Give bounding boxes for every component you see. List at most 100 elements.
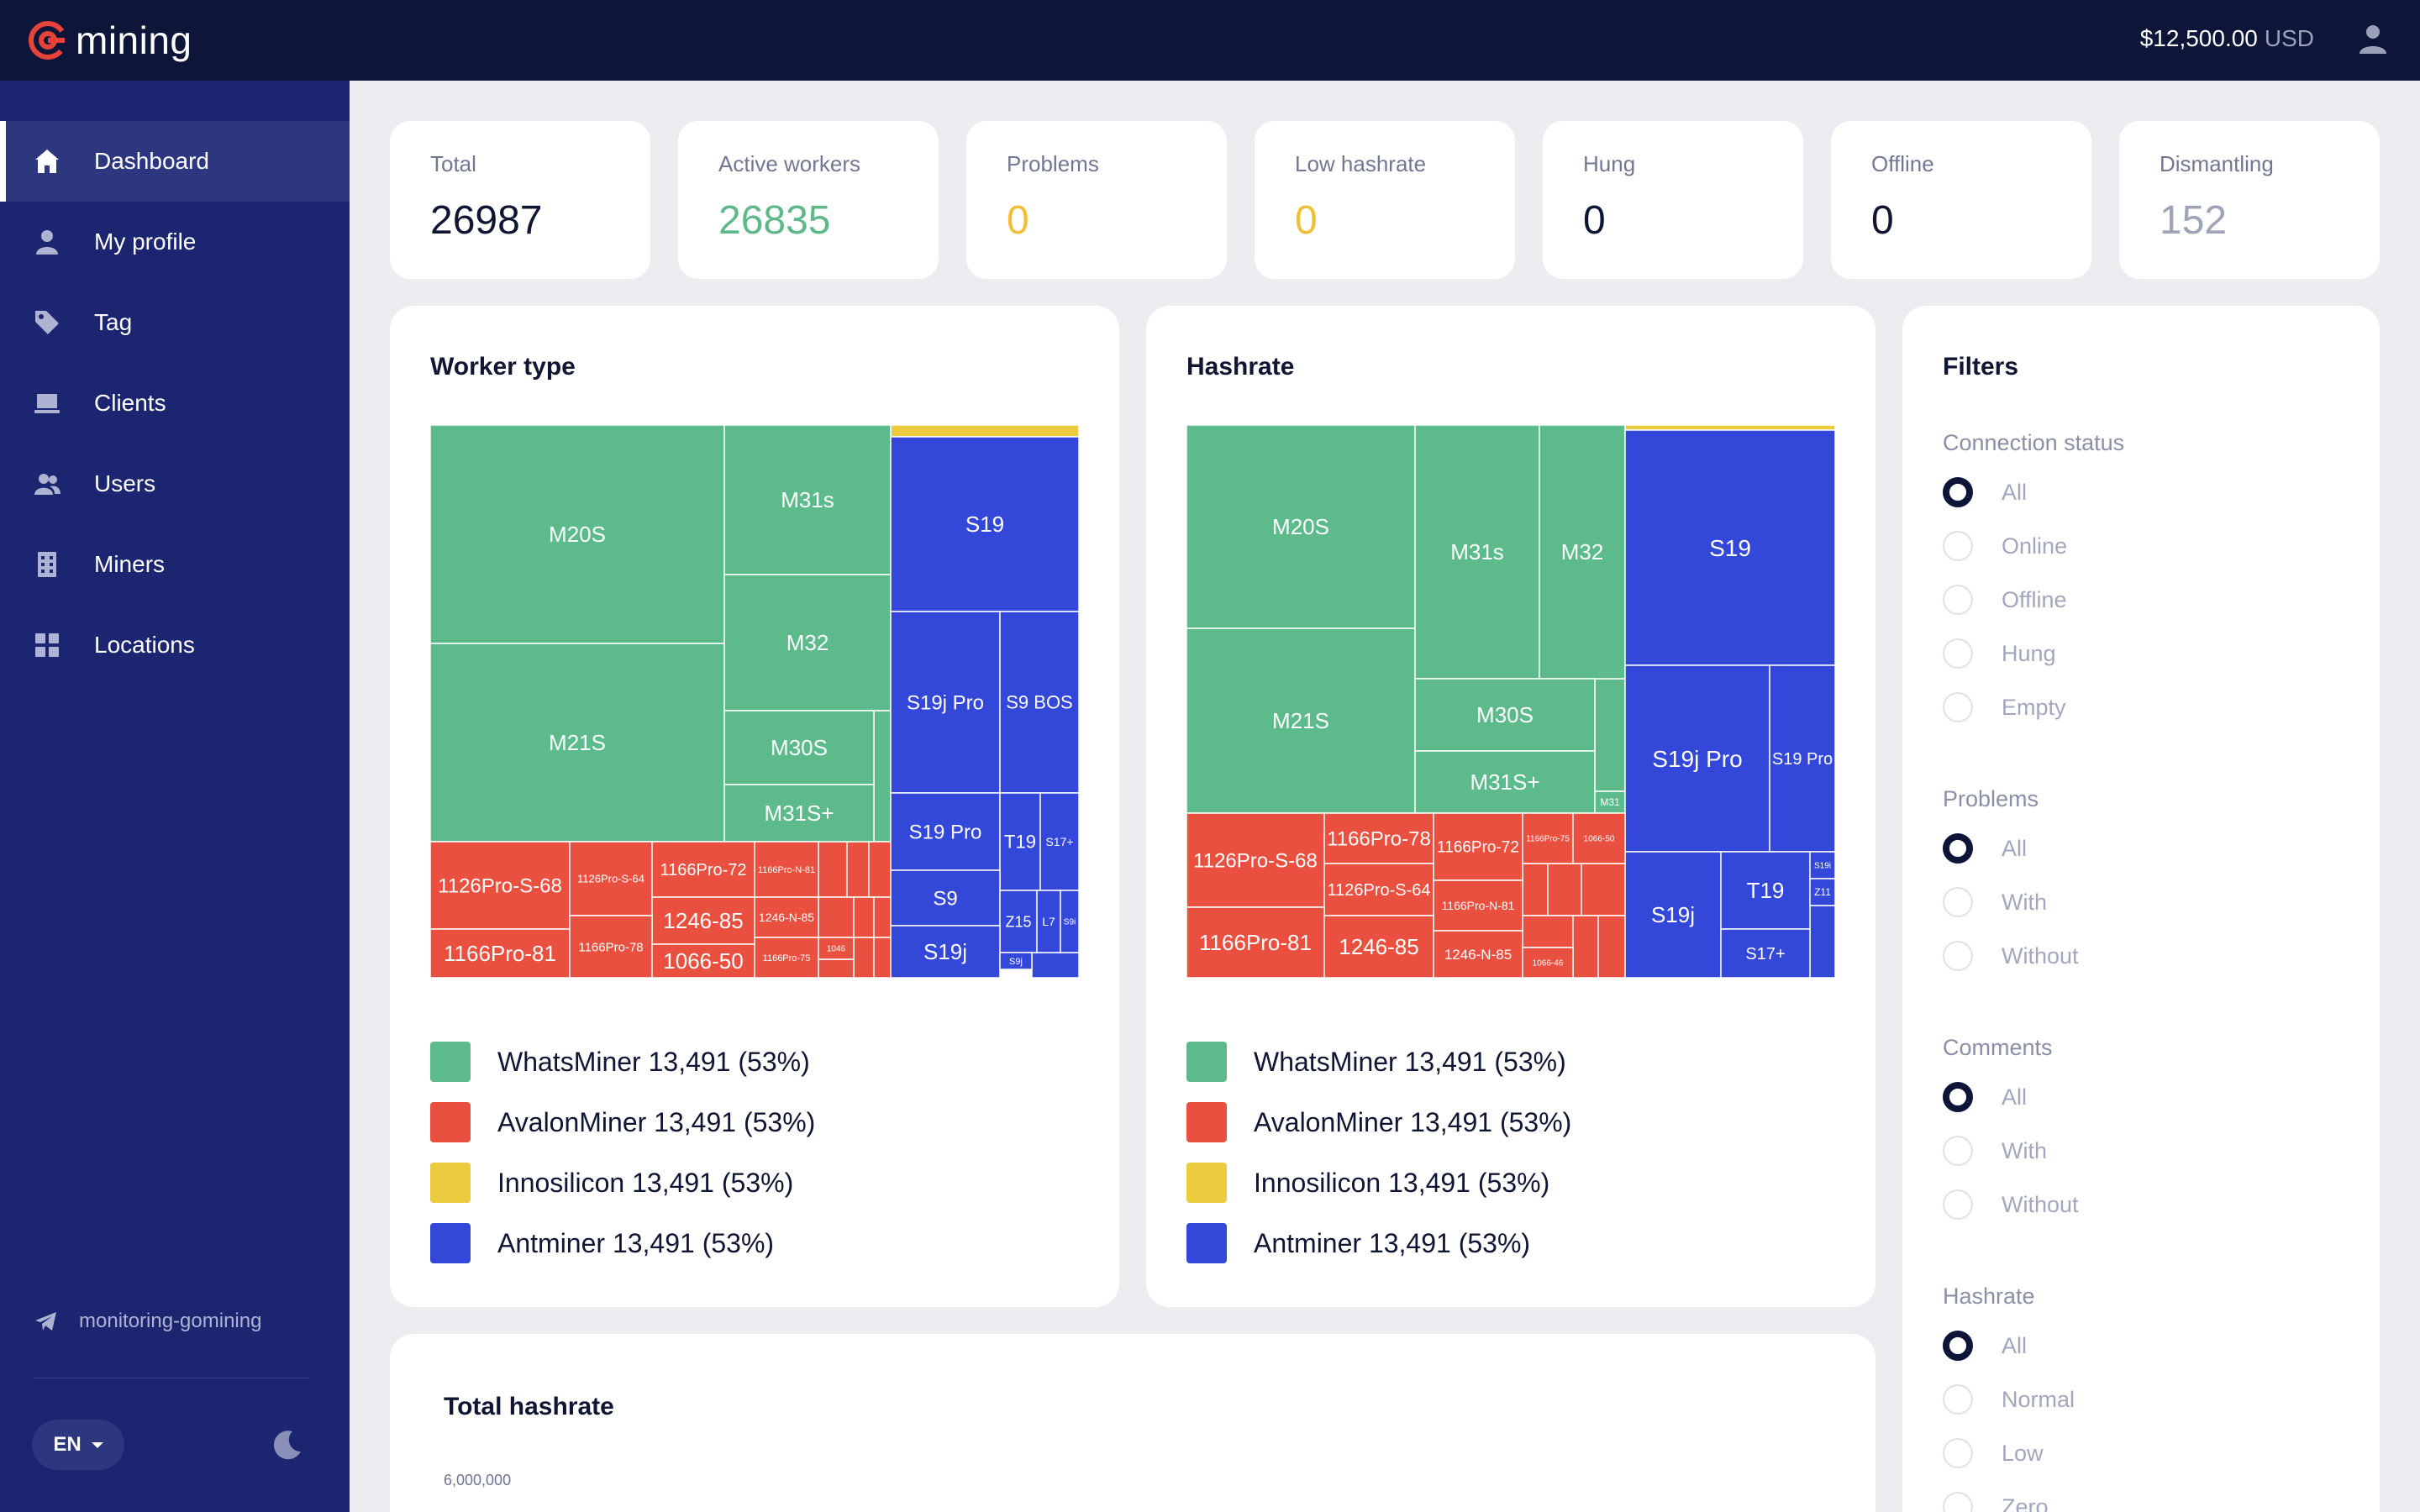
treemap-tile[interactable]: [1433, 812, 1523, 881]
stat-card-problems[interactable]: Problems 0: [966, 121, 1227, 279]
treemap-tile[interactable]: [890, 436, 1079, 612]
treemap-tile[interactable]: [1414, 425, 1540, 680]
language-selector[interactable]: EN: [32, 1420, 124, 1470]
radio-hashrate-all[interactable]: All: [1943, 1331, 2027, 1361]
treemap-tile-small[interactable]: [1522, 863, 1549, 916]
treemap-tile-small[interactable]: [873, 937, 892, 978]
treemap-tile[interactable]: [569, 915, 653, 978]
treemap-tile[interactable]: [1036, 890, 1061, 953]
radio-comments-without[interactable]: Without: [1943, 1189, 2079, 1220]
treemap-tile[interactable]: [1624, 664, 1770, 853]
treemap-tile[interactable]: [1572, 812, 1626, 864]
stat-label: Offline: [1871, 151, 1934, 176]
telegram-label: monitoring-gomining: [79, 1310, 262, 1332]
treemap-tile-small[interactable]: [818, 958, 855, 978]
radio-connection-hung[interactable]: Hung: [1943, 638, 2056, 669]
radio-problems-with[interactable]: With: [1943, 887, 2047, 917]
sidebar-item-miners[interactable]: Miners: [0, 524, 350, 605]
sidebar-item-clients[interactable]: Clients: [0, 363, 350, 444]
radio-comments-with[interactable]: With: [1943, 1136, 2047, 1166]
worker-type-treemap[interactable]: M20S M21S M31s M32 M30S M31S+ S19 S19j Pro S9 BO…: [430, 425, 1079, 978]
app-logo[interactable]: mining: [27, 17, 192, 64]
treemap-tile-small[interactable]: [1624, 425, 1835, 431]
treemap-tile-label: 1166Pro-72: [1437, 839, 1519, 857]
treemap-tile[interactable]: [1522, 812, 1574, 864]
treemap-tile[interactable]: [430, 425, 725, 644]
moon-icon[interactable]: [271, 1428, 304, 1462]
treemap-tile-small[interactable]: [853, 937, 875, 978]
treemap-tile[interactable]: [1323, 915, 1434, 978]
treemap-tile-small[interactable]: [1581, 863, 1626, 916]
sidebar-item-locations[interactable]: Locations: [0, 605, 350, 685]
radio-problems-without[interactable]: Without: [1943, 941, 2079, 971]
treemap-tile[interactable]: [999, 952, 1033, 970]
stat-card-active-workers[interactable]: Active workers 26835: [678, 121, 939, 279]
hashrate-treemap[interactable]: M20S M21S M31s M32 M30S M31S+ M31 S19 S19j Pro S1…: [1186, 425, 1835, 978]
treemap-tile[interactable]: [890, 611, 1001, 794]
treemap-tile-small[interactable]: [1597, 915, 1626, 978]
radio-connection-all[interactable]: All: [1943, 477, 2027, 507]
treemap-tile[interactable]: [723, 784, 875, 843]
treemap-tile[interactable]: [1060, 890, 1079, 953]
treemap-tile[interactable]: [1323, 863, 1434, 916]
treemap-tile-small[interactable]: [1547, 863, 1582, 916]
treemap-tile[interactable]: [890, 925, 1001, 978]
treemap-tile[interactable]: [1539, 425, 1626, 680]
sidebar-item-label: My profile: [94, 228, 197, 255]
treemap-tile[interactable]: [1624, 429, 1835, 666]
treemap-tile-small[interactable]: [853, 896, 875, 938]
treemap-tile[interactable]: [890, 792, 1001, 871]
stat-card-hung[interactable]: Hung 0: [1543, 121, 1803, 279]
treemap-tile-small[interactable]: [818, 896, 855, 938]
treemap-tile-small[interactable]: [1031, 952, 1079, 978]
telegram-link[interactable]: monitoring-gomining: [34, 1309, 261, 1334]
treemap-tile[interactable]: [818, 937, 855, 960]
treemap-tile[interactable]: [999, 611, 1079, 794]
radio-connection-online[interactable]: Online: [1943, 531, 2067, 561]
treemap-tile-small[interactable]: [818, 841, 848, 898]
user-account-icon[interactable]: [2356, 22, 2390, 55]
treemap-tile[interactable]: [1186, 425, 1416, 629]
treemap-tile-small[interactable]: [1809, 905, 1835, 978]
treemap-tile[interactable]: [430, 928, 571, 978]
treemap-tile-small[interactable]: [846, 841, 870, 898]
treemap-tile[interactable]: [1414, 750, 1596, 814]
radio-hashrate-zero[interactable]: Zero: [1943, 1492, 2049, 1512]
radio-comments-all[interactable]: All: [1943, 1082, 2027, 1112]
treemap-tile[interactable]: [890, 869, 1001, 927]
stat-card-offline[interactable]: Offline 0: [1831, 121, 2091, 279]
treemap-tile-small[interactable]: [890, 425, 1079, 438]
legend-item-innosilicon: Innosilicon 13,491 (53%): [430, 1152, 815, 1213]
treemap-tile-small[interactable]: [873, 710, 892, 843]
sidebar-item-dashboard[interactable]: Dashboard: [0, 121, 350, 202]
radio-circle: [1943, 1438, 1973, 1468]
radio-connection-offline[interactable]: Offline: [1943, 585, 2067, 615]
radio-hashrate-normal[interactable]: Normal: [1943, 1384, 2075, 1415]
treemap-tile[interactable]: [1186, 906, 1325, 978]
treemap-tile[interactable]: [1186, 627, 1416, 814]
treemap-tile[interactable]: [1522, 947, 1574, 978]
stat-card-low-hashrate[interactable]: Low hashrate 0: [1255, 121, 1515, 279]
radio-hashrate-low[interactable]: Low: [1943, 1438, 2044, 1468]
sidebar-item-users[interactable]: Users: [0, 444, 350, 524]
treemap-tile[interactable]: [1433, 930, 1523, 978]
treemap-tile-small[interactable]: [1572, 915, 1599, 978]
treemap-tile-label: M31s: [781, 487, 834, 512]
treemap-tile[interactable]: [430, 841, 571, 930]
sidebar-item-tag[interactable]: Tag: [0, 282, 350, 363]
radio-problems-all[interactable]: All: [1943, 833, 2027, 864]
radio-connection-empty[interactable]: Empty: [1943, 692, 2066, 722]
treemap-tile-label: S19j: [1651, 902, 1695, 927]
treemap-tile-small[interactable]: [1522, 915, 1574, 948]
treemap-tile[interactable]: [569, 841, 653, 916]
treemap-tile[interactable]: [1433, 879, 1523, 932]
treemap-tile[interactable]: [1720, 928, 1811, 978]
sidebar-item-my-profile[interactable]: My profile: [0, 202, 350, 282]
treemap-tile[interactable]: [1809, 878, 1835, 906]
treemap-tile-small[interactable]: [873, 896, 892, 938]
treemap-tile[interactable]: [723, 574, 892, 711]
stat-card-dismantling[interactable]: Dismantling 152: [2119, 121, 2380, 279]
stat-card-total[interactable]: Total 26987: [390, 121, 650, 279]
treemap-tile-small[interactable]: [1594, 678, 1626, 792]
treemap-tile-small[interactable]: [868, 841, 892, 898]
